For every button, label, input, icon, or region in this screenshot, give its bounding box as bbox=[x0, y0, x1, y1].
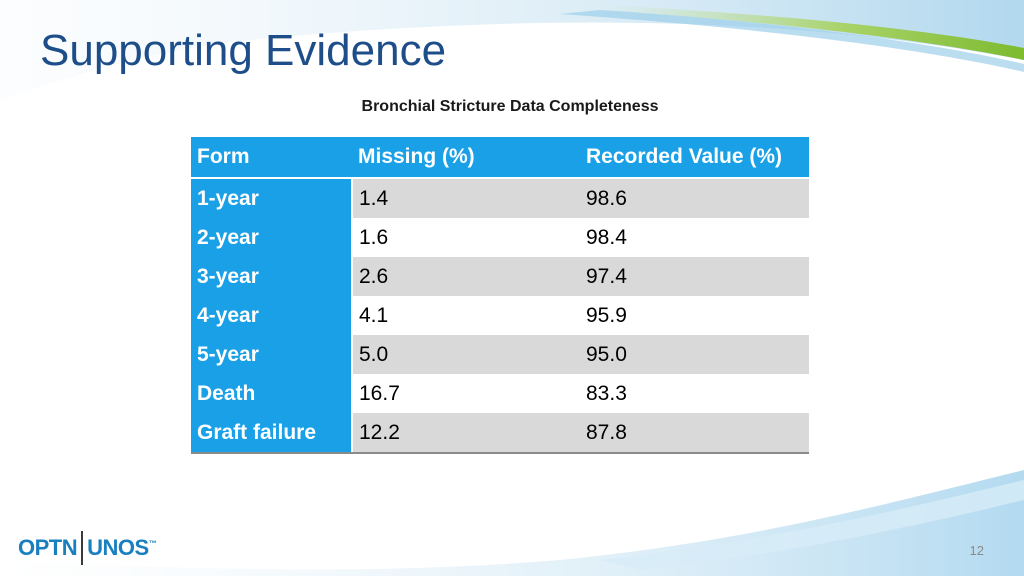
table-row: 3-year 2.6 97.4 bbox=[191, 257, 809, 296]
column-header-missing: Missing (%) bbox=[352, 137, 580, 179]
table-row: 4-year 4.1 95.9 bbox=[191, 296, 809, 335]
table-row: 5-year 5.0 95.0 bbox=[191, 335, 809, 374]
row-label: 1-year bbox=[191, 178, 353, 218]
table-row: 1-year 1.4 98.6 bbox=[191, 178, 809, 218]
optn-unos-logo: OPTN UNOS ™ bbox=[18, 530, 157, 566]
table-caption: Bronchial Stricture Data Completeness bbox=[361, 98, 659, 115]
column-header-form: Form bbox=[191, 137, 352, 179]
recorded-cell: 97.4 bbox=[580, 257, 809, 296]
logo-trademark: ™ bbox=[148, 538, 157, 548]
table-row: Death 16.7 83.3 bbox=[191, 374, 809, 413]
logo-divider bbox=[81, 531, 84, 565]
recorded-cell: 98.4 bbox=[580, 218, 809, 257]
row-label: Graft failure bbox=[191, 413, 353, 454]
missing-cell: 12.2 bbox=[352, 413, 580, 454]
recorded-cell: 87.8 bbox=[580, 413, 809, 454]
missing-cell: 4.1 bbox=[352, 296, 580, 335]
missing-cell: 5.0 bbox=[352, 335, 580, 374]
table-header-row: Form Missing (%) Recorded Value (%) bbox=[191, 137, 809, 179]
missing-cell: 1.6 bbox=[352, 218, 580, 257]
row-label: 2-year bbox=[191, 218, 353, 257]
table-row: 2-year 1.6 98.4 bbox=[191, 218, 809, 257]
missing-cell: 2.6 bbox=[352, 257, 580, 296]
table-row: Graft failure 12.2 87.8 bbox=[191, 413, 809, 454]
missing-cell: 16.7 bbox=[352, 374, 580, 413]
missing-cell: 1.4 bbox=[352, 178, 580, 218]
recorded-cell: 95.0 bbox=[580, 335, 809, 374]
logo-optn-text: OPTN bbox=[18, 535, 78, 560]
logo-unos-text: UNOS bbox=[87, 535, 149, 560]
row-label: 5-year bbox=[191, 335, 353, 374]
recorded-cell: 95.9 bbox=[580, 296, 809, 335]
completeness-table: Form Missing (%) Recorded Value (%) 1-ye… bbox=[191, 137, 809, 454]
page-number: 12 bbox=[969, 543, 984, 558]
column-header-recorded: Recorded Value (%) bbox=[580, 137, 809, 179]
recorded-cell: 98.6 bbox=[580, 178, 809, 218]
row-label: 3-year bbox=[191, 257, 353, 296]
slide-title: Supporting Evidence bbox=[40, 26, 447, 75]
recorded-cell: 83.3 bbox=[580, 374, 809, 413]
row-label: Death bbox=[191, 374, 353, 413]
row-label: 4-year bbox=[191, 296, 353, 335]
